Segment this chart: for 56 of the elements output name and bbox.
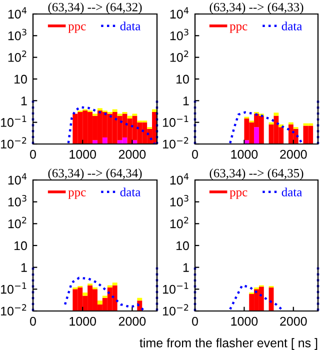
- y-tick-label: 10$^{−2}$: [1, 304, 26, 316]
- legend-label: data: [282, 22, 302, 30]
- y-tick-label: 10$^{3}$: [8, 28, 26, 40]
- y-tick-label: 10: [14, 241, 27, 250]
- x-tick-label: 2000: [118, 316, 146, 326]
- x-axis-title: time from the flasher event [ ns ]: [140, 338, 318, 350]
- y-tick-label: 1: [183, 263, 189, 272]
- x-tick-label: 1000: [70, 150, 96, 159]
- y-tick-label: 10$^{−1}$: [1, 116, 26, 127]
- x-tick-label: 0: [192, 150, 198, 159]
- y-tick-label: 10$^{−2}$: [1, 137, 26, 149]
- bar: [112, 282, 118, 286]
- legend-label: data: [120, 22, 141, 30]
- legend-label: ppc: [68, 190, 86, 199]
- chart-title: (63,34) --> (64,33): [210, 2, 304, 14]
- legend-label: data: [120, 188, 141, 196]
- legend-label: ppc: [68, 24, 86, 33]
- x-tick-label: 2000: [118, 150, 146, 159]
- y-tick-label: 10$^{4}$: [170, 173, 189, 185]
- x-tick-label: 1000: [231, 150, 258, 159]
- y-tick-label: 10$^{3}$: [8, 194, 26, 206]
- y-tick-label: 10$^{−1}$: [163, 116, 188, 127]
- text: ppc: [230, 24, 248, 33]
- legend-label: data: [282, 188, 302, 196]
- y-tick-label: 10$^{3}$: [170, 194, 188, 206]
- y-tick-label: 10$^{4}$: [8, 173, 27, 185]
- y-tick-label: 10$^{2}$: [8, 216, 26, 228]
- chart-title: (63,34) --> (64,32): [48, 2, 142, 14]
- y-tick-label: 10: [14, 74, 27, 84]
- y-tick-label: 10$^{−2}$: [163, 304, 188, 316]
- y-tick-label: 1: [21, 263, 27, 272]
- y-tick-label: 10$^{−2}$: [163, 137, 188, 149]
- text: ppc: [230, 190, 248, 199]
- y-tick-label: 10$^{2}$: [170, 50, 188, 62]
- x-tick-label: 2000: [280, 316, 307, 326]
- y-tick-label: 10$^{−1}$: [1, 282, 26, 294]
- y-tick-label: 10$^{−1}$: [163, 282, 188, 294]
- y-tick-label: 1: [183, 96, 189, 106]
- y-tick-label: 10$^{2}$: [170, 216, 188, 228]
- chart-title: (63,34) --> (64,34): [48, 168, 142, 180]
- x-tick-label: 1000: [231, 316, 258, 326]
- x-tick-label: 2000: [280, 150, 307, 159]
- y-tick-label: 10$^{3}$: [170, 28, 188, 40]
- y-tick-label: 10$^{2}$: [8, 50, 26, 62]
- y-tick-label: 10: [176, 74, 189, 84]
- y-tick-label: 10$^{4}$: [170, 7, 189, 19]
- x-tick-label: 0: [30, 150, 36, 159]
- x-tick-label: 0: [30, 316, 36, 326]
- y-tick-label: 1: [21, 96, 27, 106]
- bar: [274, 112, 279, 116]
- bar: [82, 292, 88, 296]
- x-tick-label: 1000: [70, 316, 96, 326]
- y-tick-label: 10: [176, 241, 189, 250]
- chart-title: (63,34) --> (64,35): [210, 168, 304, 180]
- x-tick-label: 0: [192, 316, 198, 326]
- y-tick-label: 10$^{4}$: [8, 7, 27, 19]
